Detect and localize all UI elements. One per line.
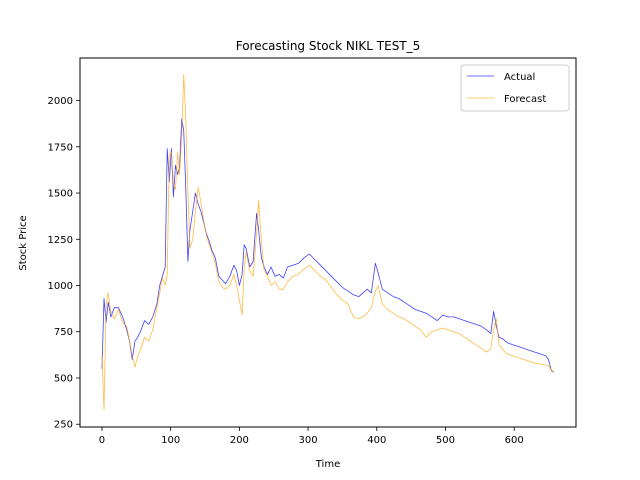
x-axis-label: Time <box>315 459 340 470</box>
y-tick-label: 500 <box>54 373 73 384</box>
legend-forecast-label: Forecast <box>504 94 546 105</box>
legend-box <box>460 64 570 112</box>
chart-title: Forecasting Stock NIKL TEST_5 <box>236 39 421 53</box>
legend-actual-label: Actual <box>504 72 535 83</box>
x-tick-label: 300 <box>299 435 318 446</box>
x-tick-label: 0 <box>99 435 105 446</box>
y-tick-label: 250 <box>54 420 73 431</box>
y-tick-label: 1250 <box>48 235 73 246</box>
x-tick-label: 600 <box>505 435 524 446</box>
axis-ticks: 0 100 200 300 400 500 600 250 500 750 1000 1250 1500… <box>48 96 524 446</box>
y-tick-label: 1750 <box>48 142 73 153</box>
series-line-actual <box>101 118 555 373</box>
y-tick-label: 1000 <box>48 281 73 292</box>
y-tick-label: 1500 <box>48 189 73 200</box>
x-tick-label: 400 <box>367 435 386 446</box>
y-axis-label: Stock Price <box>18 215 29 270</box>
axes-frame <box>79 57 577 428</box>
y-tick-label: 750 <box>54 327 73 338</box>
legend: Actual Forecast <box>460 64 570 112</box>
plot-area <box>101 74 555 410</box>
x-tick-label: 500 <box>436 435 455 446</box>
y-tick-label: 2000 <box>48 96 73 107</box>
series-line-forecast <box>101 74 555 410</box>
x-tick-label: 100 <box>161 435 180 446</box>
x-tick-label: 200 <box>230 435 249 446</box>
